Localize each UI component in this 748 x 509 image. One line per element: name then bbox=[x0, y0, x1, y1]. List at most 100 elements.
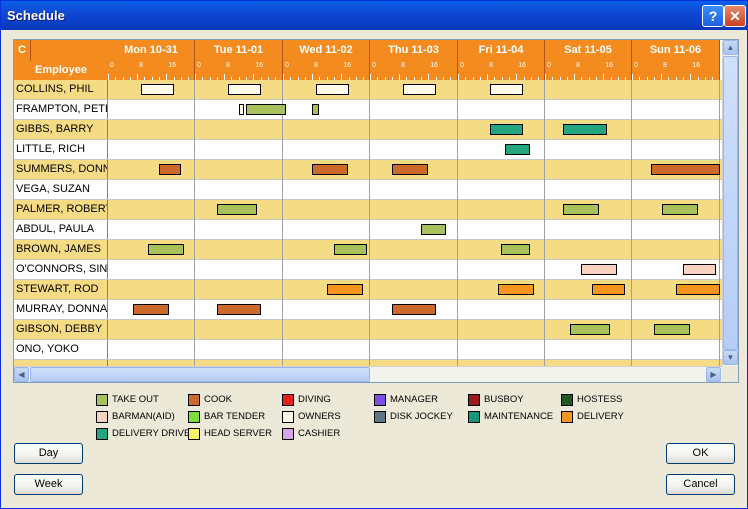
day-header[interactable]: Mon 10-31 bbox=[108, 40, 195, 61]
ok-button[interactable]: OK bbox=[666, 443, 735, 464]
shift-bar-delivery[interactable] bbox=[327, 284, 363, 295]
day-divider bbox=[369, 80, 370, 380]
day-header[interactable]: Sat 11-05 bbox=[545, 40, 632, 61]
shift-bar-cook[interactable] bbox=[392, 164, 428, 175]
shift-bar-owners[interactable] bbox=[403, 84, 436, 95]
hour-tick bbox=[479, 77, 481, 80]
employee-name[interactable]: PALMER, ROBERT bbox=[14, 200, 108, 219]
table-row[interactable]: GIBSON, DEBBY bbox=[14, 320, 722, 340]
table-row[interactable]: PALMER, ROBERT bbox=[14, 200, 722, 220]
shift-bar-delivery-driver[interactable] bbox=[490, 124, 523, 135]
table-row[interactable]: MURRAY, DONNA bbox=[14, 300, 722, 320]
shift-bar-take-out[interactable] bbox=[654, 324, 690, 335]
employee-name[interactable]: ONO, YOKO bbox=[14, 340, 108, 359]
table-row[interactable]: STEWART, ROD bbox=[14, 280, 722, 300]
shift-bar-owners[interactable] bbox=[490, 84, 523, 95]
table-row[interactable]: ONO, YOKO bbox=[14, 340, 722, 360]
shift-bar-take-out[interactable] bbox=[501, 244, 530, 255]
shift-bar-cook[interactable] bbox=[159, 164, 181, 175]
shift-bar-cook[interactable] bbox=[651, 164, 720, 175]
day-header[interactable]: Fri 11-04 bbox=[458, 40, 545, 61]
employee-header[interactable]: Employee bbox=[14, 61, 109, 80]
employee-name[interactable]: GIBBS, BARRY bbox=[14, 120, 108, 139]
hour-tick bbox=[209, 77, 211, 80]
table-row[interactable]: LITTLE, RICH bbox=[14, 140, 722, 160]
legend-swatch bbox=[561, 394, 573, 406]
table-row[interactable]: COLLINS, PHIL bbox=[14, 80, 722, 100]
shift-bar-cook[interactable] bbox=[312, 164, 348, 175]
week-view-button[interactable]: Week bbox=[14, 474, 83, 495]
vertical-scroll-thumb[interactable] bbox=[723, 56, 738, 350]
shift-bar-take-out[interactable] bbox=[421, 224, 446, 235]
shift-bar-delivery-driver[interactable] bbox=[505, 144, 530, 155]
table-row[interactable]: GIBBS, BARRY bbox=[14, 120, 722, 140]
shift-bar-take-out[interactable] bbox=[246, 104, 286, 115]
help-button[interactable]: ? bbox=[702, 5, 724, 27]
legend-label: OWNERS bbox=[298, 411, 341, 422]
legend-label: COOK bbox=[204, 394, 232, 405]
shift-bar-owners[interactable] bbox=[239, 104, 244, 115]
shift-bar-take-out[interactable] bbox=[334, 244, 367, 255]
hour-tick bbox=[661, 74, 663, 80]
shift-bar-delivery[interactable] bbox=[498, 284, 534, 295]
legend-swatch bbox=[561, 411, 573, 423]
employee-name[interactable]: BROWN, JAMES bbox=[14, 240, 108, 259]
table-row[interactable]: O'CONNORS, SINEAD bbox=[14, 260, 722, 280]
shift-bar-owners[interactable] bbox=[228, 84, 261, 95]
corner-sort-button[interactable]: C bbox=[14, 40, 31, 61]
day-header[interactable]: Thu 11-03 bbox=[370, 40, 458, 61]
day-view-button[interactable]: Day bbox=[14, 443, 83, 464]
vertical-scrollbar[interactable]: ▲ ▼ bbox=[722, 40, 738, 366]
employee-name[interactable]: SUMMERS, DONNA bbox=[14, 160, 108, 179]
horizontal-scrollbar[interactable]: ◀ ▶ bbox=[14, 366, 722, 382]
hour-tick bbox=[682, 77, 684, 80]
shift-bar-barman-aid[interactable] bbox=[581, 264, 617, 275]
cancel-button[interactable]: Cancel bbox=[666, 474, 735, 495]
hour-tick bbox=[458, 74, 459, 80]
day-header[interactable]: Tue 11-01 bbox=[195, 40, 283, 61]
shift-bar-take-out[interactable] bbox=[312, 104, 319, 115]
table-row[interactable]: SUMMERS, DONNA bbox=[14, 160, 722, 180]
table-row[interactable]: VEGA, SUZAN bbox=[14, 180, 722, 200]
table-row[interactable]: ABDUL, PAULA bbox=[14, 220, 722, 240]
shift-bar-delivery-driver[interactable] bbox=[563, 124, 607, 135]
legend-swatch bbox=[188, 428, 200, 440]
scroll-left-icon[interactable]: ◀ bbox=[14, 367, 29, 382]
shift-bar-cook[interactable] bbox=[133, 304, 169, 315]
employee-name[interactable]: MURRAY, DONNA bbox=[14, 300, 108, 319]
shift-bar-take-out[interactable] bbox=[662, 204, 698, 215]
hour-scale-label: 16 bbox=[168, 62, 177, 69]
table-row[interactable]: BROWN, JAMES bbox=[14, 240, 722, 260]
shift-bar-owners[interactable] bbox=[316, 84, 349, 95]
shift-bar-owners[interactable] bbox=[141, 84, 174, 95]
employee-name[interactable]: VEGA, SUZAN bbox=[14, 180, 108, 199]
day-header[interactable]: Sun 11-06 bbox=[632, 40, 720, 61]
day-divider bbox=[631, 80, 632, 380]
shift-bar-delivery[interactable] bbox=[676, 284, 720, 295]
scroll-up-icon[interactable]: ▲ bbox=[723, 40, 738, 55]
scroll-right-icon[interactable]: ▶ bbox=[706, 367, 721, 382]
shift-bar-take-out[interactable] bbox=[148, 244, 184, 255]
employee-name[interactable]: LITTLE, RICH bbox=[14, 140, 108, 159]
employee-name[interactable]: COLLINS, PHIL bbox=[14, 80, 108, 99]
shift-bar-cook[interactable] bbox=[392, 304, 436, 315]
employee-name[interactable]: ABDUL, PAULA bbox=[14, 220, 108, 239]
employee-name[interactable]: STEWART, ROD bbox=[14, 280, 108, 299]
table-row[interactable]: FRAMPTON, PETER bbox=[14, 100, 722, 120]
shift-bar-barman-aid[interactable] bbox=[683, 264, 716, 275]
shift-bar-take-out[interactable] bbox=[217, 204, 257, 215]
shift-bar-delivery[interactable] bbox=[592, 284, 625, 295]
title-bar[interactable]: Schedule ? ✕ bbox=[1, 1, 747, 30]
horizontal-scroll-thumb[interactable] bbox=[30, 367, 370, 382]
employee-name[interactable]: O'CONNORS, SINEAD bbox=[14, 260, 108, 279]
close-button[interactable]: ✕ bbox=[724, 5, 746, 27]
legend-item-barman-aid: BARMAN(AID) bbox=[96, 410, 196, 424]
hour-scale-label: 0 bbox=[460, 62, 464, 69]
scroll-down-icon[interactable]: ▼ bbox=[723, 350, 738, 365]
shift-bar-cook[interactable] bbox=[217, 304, 261, 315]
shift-bar-take-out[interactable] bbox=[563, 204, 599, 215]
shift-bar-take-out[interactable] bbox=[570, 324, 610, 335]
employee-name[interactable]: GIBSON, DEBBY bbox=[14, 320, 108, 339]
employee-name[interactable]: FRAMPTON, PETER bbox=[14, 100, 108, 119]
day-header[interactable]: Wed 11-02 bbox=[283, 40, 370, 61]
